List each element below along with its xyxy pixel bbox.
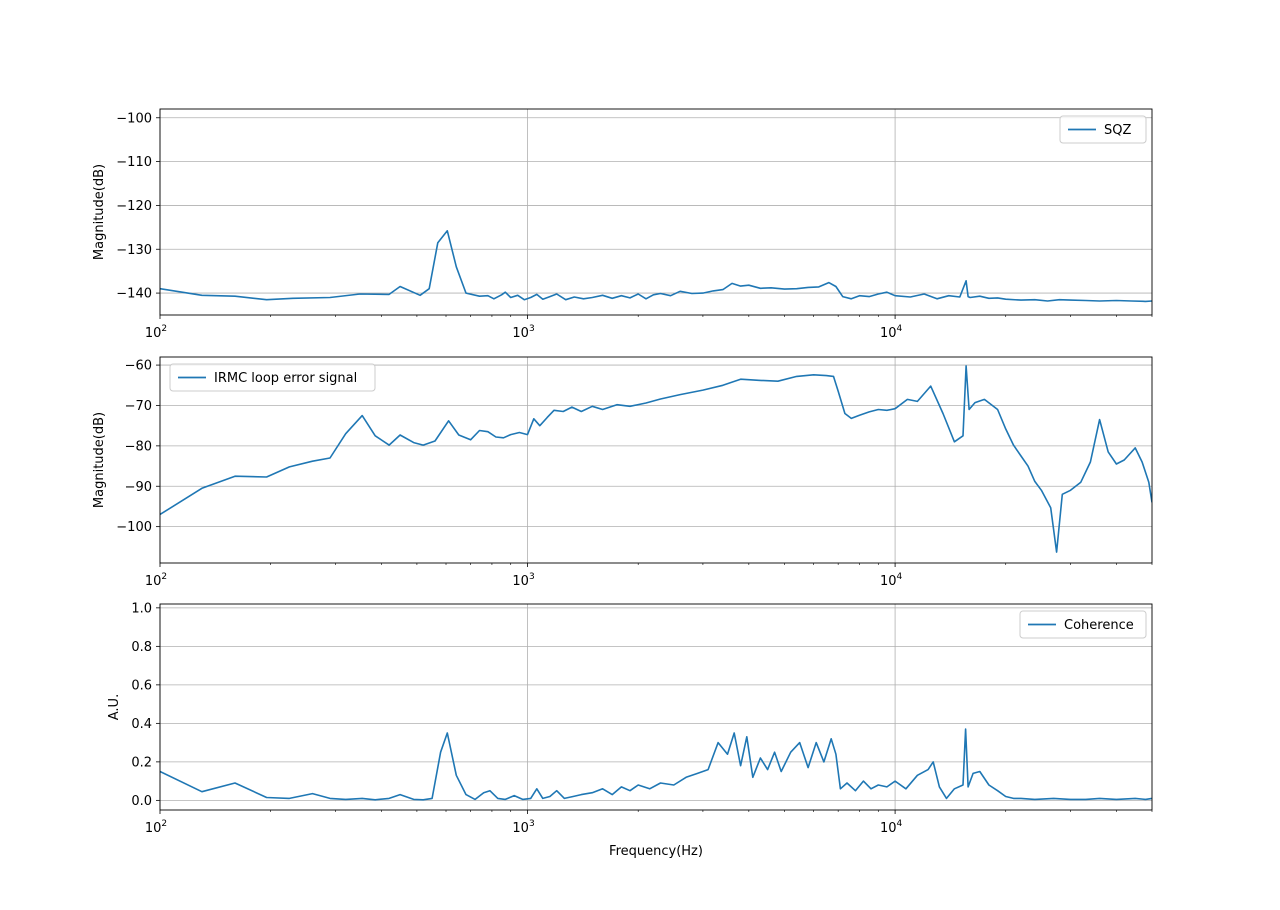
- y-tick-label: −100: [116, 111, 152, 126]
- series-line: [160, 230, 1152, 303]
- y-tick-label: 0.8: [131, 640, 152, 655]
- x-tick-label: 103: [512, 819, 534, 836]
- y-tick-label: −90: [125, 480, 152, 495]
- y-tick-label: −100: [116, 520, 152, 535]
- y-tick-label: 0.2: [131, 755, 152, 770]
- axes-frame: [159, 603, 1153, 811]
- panel-coherence: 0.0 0.2 0.4 0.6 0.8 1.0 102 103 104 A.U. Coherence: [107, 601, 1153, 836]
- legend-box: [1019, 610, 1147, 639]
- y-axis-label: Magnitude(dB): [92, 164, 107, 260]
- panel-irmc-error: −60 −70 −80 −90 −100 102 103 104 Magnitude(dB) IR…: [92, 356, 1153, 589]
- legend: Coherence: [1019, 610, 1147, 639]
- y-tick-label: −110: [116, 155, 152, 170]
- legend-label: Coherence: [1064, 618, 1134, 633]
- y-tick-label: −60: [125, 359, 152, 374]
- x-axis-label: Frequency(Hz): [609, 844, 703, 859]
- x-tick-label: 102: [145, 324, 167, 341]
- x-tick-label: 104: [880, 324, 903, 341]
- y-tick-label: −140: [116, 287, 152, 302]
- legend-box: [169, 363, 376, 392]
- x-tick-label: 103: [512, 572, 534, 589]
- y-tick-label: −120: [116, 199, 152, 214]
- x-tick-label: 102: [145, 572, 167, 589]
- y-axis-label: A.U.: [107, 694, 122, 720]
- series-line: [160, 728, 1152, 801]
- panel-sqz: −100 −110 −120 −130 −140 102 103 104 Magnitude(d…: [92, 108, 1153, 341]
- legend: IRMC loop error signal: [169, 363, 376, 392]
- x-tick-label: 103: [512, 324, 534, 341]
- legend: SQZ: [1059, 115, 1147, 144]
- y-tick-label: −130: [116, 243, 152, 258]
- x-tick-label: 102: [145, 819, 167, 836]
- series-line: [160, 365, 1152, 553]
- y-axis-label: Magnitude(dB): [92, 412, 107, 508]
- y-tick-label: 0.0: [131, 794, 152, 809]
- y-tick-label: −70: [125, 399, 152, 414]
- legend-box: [1059, 115, 1147, 144]
- y-tick-label: 1.0: [131, 601, 152, 616]
- legend-label: SQZ: [1104, 123, 1131, 138]
- axes-frame: [159, 108, 1153, 316]
- axes-frame: [159, 356, 1153, 564]
- legend-label: IRMC loop error signal: [214, 371, 357, 386]
- y-tick-label: −80: [125, 439, 152, 454]
- x-tick-label: 104: [880, 819, 903, 836]
- y-tick-label: 0.6: [131, 678, 152, 693]
- x-tick-label: 104: [880, 572, 903, 589]
- y-tick-label: 0.4: [131, 717, 152, 732]
